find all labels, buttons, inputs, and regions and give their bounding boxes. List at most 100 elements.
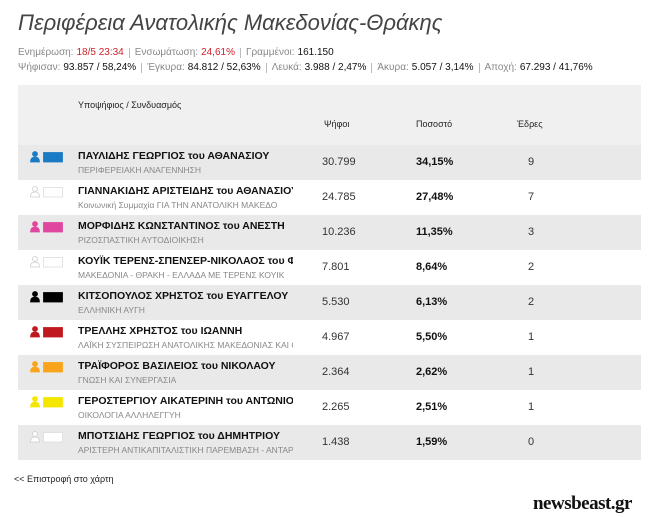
column-header: Ποσοστό xyxy=(416,119,453,129)
party-icon xyxy=(30,291,63,303)
stat-item: Ενημέρωση: 18/5 23:34 xyxy=(18,48,129,58)
percent: 8,64% xyxy=(416,261,448,273)
seats: 0 xyxy=(527,436,535,448)
stat-label: Γραμμένοι: xyxy=(245,47,295,58)
percent: 5,50% xyxy=(416,331,448,343)
party-icon xyxy=(30,396,63,408)
party-name: ΑΡΙΣΤΕΡΗ ΑΝΤΙΚΑΠΙΤΑΛΙΣΤΙΚΗ ΠΑΡΕΜΒΑΣΗ - Α… xyxy=(78,445,293,455)
table-row: ΠΑΥΛΙΔΗΣ ΓΕΩΡΓΙΟΣ του ΑΘΑΝΑΣΙΟΥ ΠΕΡΙΦΕΡΕΙ… xyxy=(18,145,641,180)
seats: 3 xyxy=(527,226,535,238)
stat-value: 84.812 / 52,63% xyxy=(187,62,261,73)
table-row: ΚΙΤΣΟΠΟΥΛΟΣ ΧΡΗΣΤΟΣ του ΕΥΑΓΓΕΛΟΥ ΕΛΛΗΝΙΚ… xyxy=(18,285,641,320)
stat-label: Ψήφισαν: xyxy=(18,62,61,73)
candidate-name: ΚΙΤΣΟΠΟΥΛΟΣ ΧΡΗΣΤΟΣ του ΕΥΑΓΓΕΛΟΥ xyxy=(78,290,289,302)
seats: 2 xyxy=(527,261,535,273)
stat-value: 67.293 / 41,76% xyxy=(519,62,593,73)
percent: 11,35% xyxy=(416,226,453,238)
seats: 1 xyxy=(527,401,535,413)
page-title: Περιφέρεια Ανατολικής Μακεδονίας-Θράκης xyxy=(18,10,443,35)
logo: newsbeast.gr xyxy=(532,493,633,514)
percent: 34,15% xyxy=(416,156,454,168)
table-header: Υποψήφιος / Συνδυασμός Ψήφοι Ποσοστό Έδρ… xyxy=(18,85,641,145)
party-name: ΟΙΚΟΛΟΓΙΑ ΑΛΛΗΛΕΓΓΥΗ xyxy=(78,410,181,420)
stat-item: Γραμμένοι: 161.150 xyxy=(239,47,339,58)
votes: 30.799 xyxy=(322,156,356,168)
stat-value: 5.057 / 3,14% xyxy=(411,62,474,73)
candidate-name: ΓΙΑΝΝΑΚΙΔΗΣ ΑΡΙΣΤΕΙΔΗΣ του ΑΘΑΝΑΣΙΟΥ xyxy=(78,185,293,197)
seats: 1 xyxy=(527,331,535,343)
column-header: Ψήφοι xyxy=(324,119,350,129)
table-row: ΤΡΑΪΦΟΡΟΣ ΒΑΣΙΛΕΙΟΣ του ΝΙΚΟΛΑΟΥ ΓΝΩΣΗ ΚΑ… xyxy=(18,355,641,390)
stat-item: Λευκά: 3.988 / 2,47% xyxy=(265,62,372,73)
votes: 1.438 xyxy=(322,436,350,448)
party-name: ΠΕΡΙΦΕΡΕΙΑΚΗ ΑΝΑΓΕΝΝΗΣΗ xyxy=(78,165,201,175)
candidate-name: ΤΡΑΪΦΟΡΟΣ ΒΑΣΙΛΕΙΟΣ του ΝΙΚΟΛΑΟΥ xyxy=(78,360,276,372)
seats: 9 xyxy=(527,156,535,168)
table-row: ΓΕΡΟΣΤΕΡΓΙΟΥ ΑΙΚΑΤΕΡΙΝΗ του ΑΝΤΩΝΙΟΥ ΟΙΚΟ… xyxy=(18,390,641,425)
stat-label: Έγκυρα: xyxy=(147,62,185,73)
party-name: ΓΝΩΣΗ ΚΑΙ ΣΥΝΕΡΓΑΣΙΑ xyxy=(78,375,177,385)
party-name: ΛΑΪΚΗ ΣΥΣΠΕΙΡΩΣΗ ΑΝΑΤΟΛΙΚΗΣ ΜΑΚΕΔΟΝΙΑΣ Κ… xyxy=(78,340,293,350)
table-row: ΤΡΕΛΛΗΣ ΧΡΗΣΤΟΣ του ΙΩΑΝΝΗ ΛΑΪΚΗ ΣΥΣΠΕΙΡΩ… xyxy=(18,320,641,355)
votes: 10.236 xyxy=(322,226,356,238)
candidate-name: ΜΟΡΦΙΔΗΣ ΚΩΝΣΤΑΝΤΙΝΟΣ του ΑΝΕΣΤΗ xyxy=(78,220,285,232)
votes: 24.785 xyxy=(322,191,356,203)
stat-label: Ενημέρωση: xyxy=(18,47,74,58)
table-row: ΜΟΡΦΙΔΗΣ ΚΩΝΣΤΑΝΤΙΝΟΣ του ΑΝΕΣΤΗ ΡΙΖΟΣΠΑΣ… xyxy=(18,215,641,250)
party-name: Κοινωνική Συμμαχία ΓΙΑ ΤΗΝ ΑΝΑΤΟΛΙΚΗ ΜΑΚ… xyxy=(78,200,278,210)
party-name: ΡΙΖΟΣΠΑΣΤΙΚΗ ΑΥΤΟΔΙΟΙΚΗΣΗ xyxy=(78,235,204,245)
stat-item: Αποχή: 67.293 / 41,76% xyxy=(478,62,598,73)
stat-item: Ενσωμάτωση: 24,61% xyxy=(128,47,240,58)
votes: 5.530 xyxy=(322,296,350,308)
stat-label: Άκυρα: xyxy=(377,62,409,73)
percent: 27,48% xyxy=(416,191,454,203)
candidate-name: ΚΟΥΪΚ ΤΕΡΕΝΣ-ΣΠΕΝΣΕΡ-ΝΙΚΟΛΑΟΣ του ΦΙΛ xyxy=(78,255,293,267)
back-link[interactable]: << Επιστροφή στο χάρτη xyxy=(14,474,114,484)
seats: 1 xyxy=(527,366,535,378)
party-name: ΕΛΛΗΝΙΚΗ ΑΥΓΗ xyxy=(78,305,145,315)
table-row: ΜΠΟΤΣΙΔΗΣ ΓΕΩΡΓΙΟΣ του ΔΗΜΗΤΡΙΟΥ ΑΡΙΣΤΕΡΗ… xyxy=(18,425,641,460)
party-icon xyxy=(30,256,63,268)
party-icon xyxy=(30,431,63,443)
seats: 2 xyxy=(527,296,535,308)
stats-line: Ενημέρωση: 18/5 23:34 Ενσωμάτωση: 24,61% Γρα… xyxy=(18,47,339,58)
stats-line: Ψήφισαν: 93.857 / 58,24% Έγκυρα: 84.812 / 5… xyxy=(18,62,598,73)
table-body: ΠΑΥΛΙΔΗΣ ΓΕΩΡΓΙΟΣ του ΑΘΑΝΑΣΙΟΥ ΠΕΡΙΦΕΡΕΙ… xyxy=(18,145,641,460)
candidate-name: ΓΕΡΟΣΤΕΡΓΙΟΥ ΑΙΚΑΤΕΡΙΝΗ του ΑΝΤΩΝΙΟΥ xyxy=(78,395,293,407)
stat-value: 3.988 / 2,47% xyxy=(304,62,367,73)
percent: 1,59% xyxy=(416,436,448,448)
table-row: ΓΙΑΝΝΑΚΙΔΗΣ ΑΡΙΣΤΕΙΔΗΣ του ΑΘΑΝΑΣΙΟΥ Κοιν… xyxy=(18,180,641,215)
party-icon xyxy=(30,151,63,163)
stat-item: Ψήφισαν: 93.857 / 58,24% xyxy=(18,63,141,73)
stat-item: Έγκυρα: 84.812 / 52,63% xyxy=(141,63,265,73)
results-table: Υποψήφιος / Συνδυασμός Ψήφοι Ποσοστό Έδρ… xyxy=(18,85,641,460)
party-icon xyxy=(30,361,63,373)
table-row: ΚΟΥΪΚ ΤΕΡΕΝΣ-ΣΠΕΝΣΕΡ-ΝΙΚΟΛΑΟΣ του ΦΙΛ ΜΑΚ… xyxy=(18,250,641,285)
votes: 7.801 xyxy=(322,261,350,273)
stat-value: 161.150 xyxy=(297,47,334,58)
stat-value: 18/5 23:34 xyxy=(76,47,124,58)
stat-item: Άκυρα: 5.057 / 3,14% xyxy=(371,63,478,73)
candidate-name: ΠΑΥΛΙΔΗΣ ΓΕΩΡΓΙΟΣ του ΑΘΑΝΑΣΙΟΥ xyxy=(78,150,270,162)
party-name: ΜΑΚΕΔΟΝΙΑ - ΘΡΑΚΗ - ΕΛΛΑΔΑ ΜΕ ΤΕΡΕΝΣ ΚΟΥ… xyxy=(78,270,285,280)
stat-value: 93.857 / 58,24% xyxy=(63,62,137,73)
votes: 2.364 xyxy=(322,366,350,378)
stat-label: Αποχή: xyxy=(484,62,517,73)
column-header: Υποψήφιος / Συνδυασμός xyxy=(78,100,182,110)
percent: 2,51% xyxy=(416,401,448,413)
stat-value: 24,61% xyxy=(201,47,235,58)
candidate-name: ΜΠΟΤΣΙΔΗΣ ΓΕΩΡΓΙΟΣ του ΔΗΜΗΤΡΙΟΥ xyxy=(78,430,280,442)
seats: 7 xyxy=(527,191,535,203)
votes: 2.265 xyxy=(322,401,350,413)
party-icon xyxy=(30,326,63,338)
party-icon xyxy=(30,221,63,233)
stat-label: Ενσωμάτωση: xyxy=(134,47,199,58)
percent: 6,13% xyxy=(416,296,448,308)
votes: 4.967 xyxy=(322,331,350,343)
party-icon xyxy=(30,186,63,198)
percent: 2,62% xyxy=(416,366,448,378)
candidate-name: ΤΡΕΛΛΗΣ ΧΡΗΣΤΟΣ του ΙΩΑΝΝΗ xyxy=(78,325,243,337)
stat-label: Λευκά: xyxy=(271,62,302,73)
